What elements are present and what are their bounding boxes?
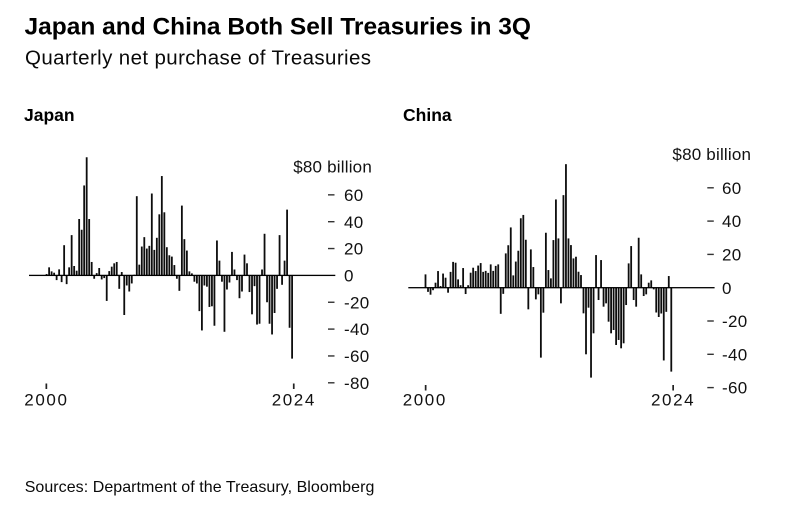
- svg-text:2024: 2024: [272, 391, 316, 410]
- svg-text:2000: 2000: [24, 391, 68, 410]
- svg-text:40: 40: [344, 213, 364, 232]
- svg-text:$80 billion: $80 billion: [293, 157, 372, 176]
- svg-text:60: 60: [722, 179, 742, 198]
- svg-text:20: 20: [344, 240, 364, 259]
- svg-text:60: 60: [344, 186, 364, 205]
- svg-text:2000: 2000: [403, 391, 447, 410]
- svg-text:0: 0: [722, 279, 732, 298]
- svg-text:-60: -60: [344, 347, 369, 366]
- svg-text:Japan and China Both Sell Trea: Japan and China Both Sell Treasuries in …: [25, 14, 531, 41]
- svg-text:Japan: Japan: [24, 105, 75, 125]
- svg-text:China: China: [403, 105, 452, 125]
- svg-text:-80: -80: [344, 374, 369, 393]
- svg-text:-60: -60: [722, 379, 747, 398]
- svg-text:2024: 2024: [651, 391, 695, 410]
- svg-text:0: 0: [344, 266, 354, 285]
- svg-text:20: 20: [722, 245, 742, 264]
- svg-text:-20: -20: [722, 312, 747, 331]
- svg-text:-40: -40: [722, 345, 747, 364]
- svg-text:$80 billion: $80 billion: [672, 145, 751, 164]
- svg-text:Sources: Department of the Tre: Sources: Department of the Treasury, Blo…: [25, 479, 375, 496]
- svg-text:-20: -20: [344, 293, 369, 312]
- svg-text:Quarterly net purchase of Trea: Quarterly net purchase of Treasuries: [25, 47, 371, 70]
- svg-text:-40: -40: [344, 320, 369, 339]
- svg-text:40: 40: [722, 212, 742, 231]
